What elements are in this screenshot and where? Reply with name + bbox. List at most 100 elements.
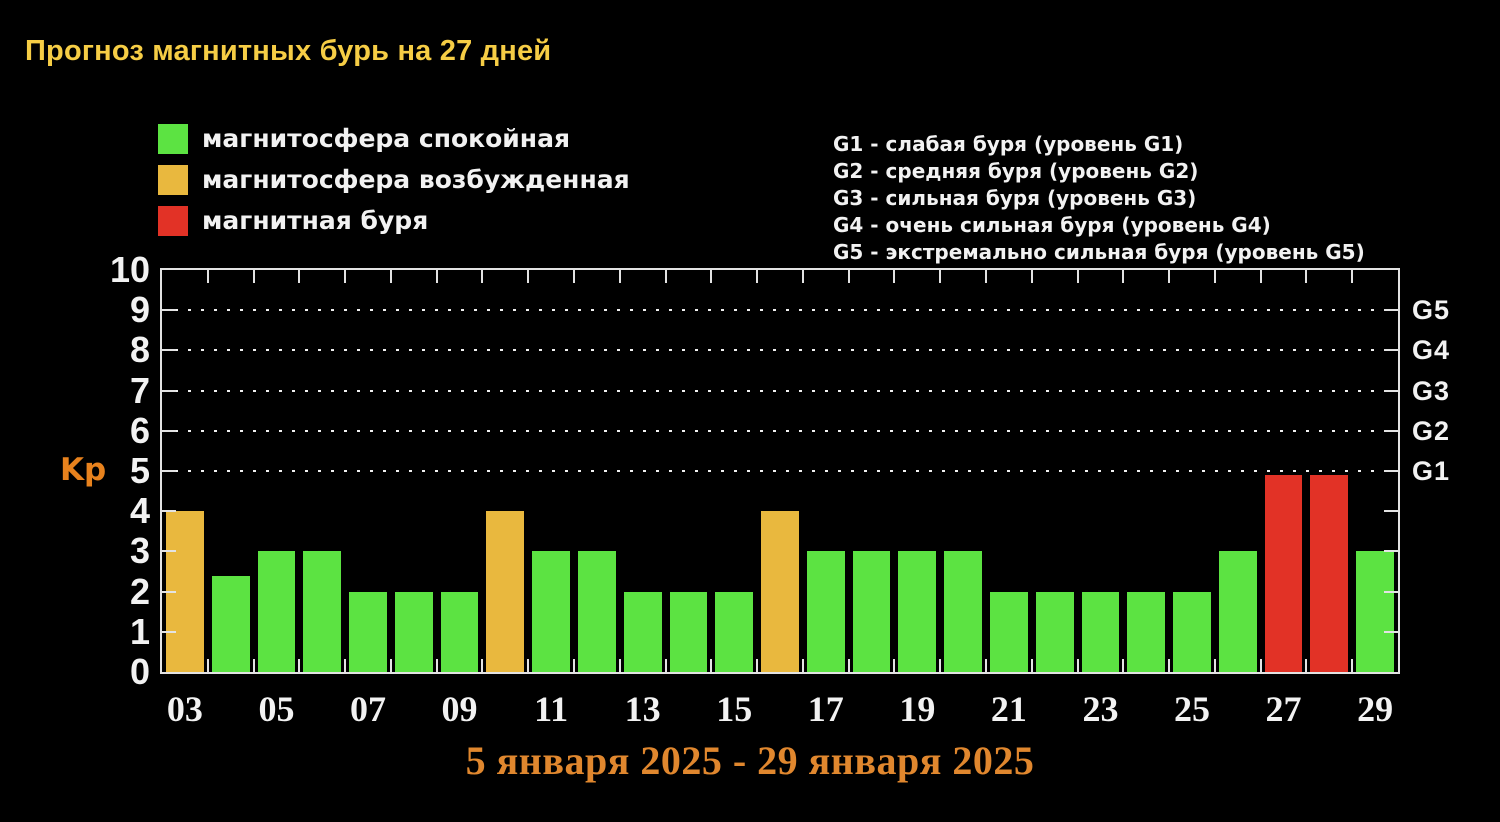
kp-bar-day-06 — [303, 551, 342, 672]
x-tick-bottom — [1122, 659, 1125, 672]
x-axis-label-27: 27 — [1265, 689, 1302, 729]
x-tick-top — [1168, 270, 1171, 283]
x-axis-label-25: 25 — [1174, 689, 1210, 729]
x-tick-top — [1213, 270, 1216, 283]
x-tick-bottom — [206, 659, 209, 672]
x-axis-label-17: 17 — [807, 689, 844, 729]
x-tick-top — [573, 270, 575, 283]
kp-bar-day-16 — [761, 511, 799, 672]
kp-bar-day-11 — [532, 551, 570, 672]
x-tick-top — [1259, 270, 1262, 283]
x-tick-bottom — [481, 659, 484, 672]
y-tick-left — [162, 510, 176, 513]
kp-bar-day-20 — [944, 551, 982, 672]
y-tick-left — [162, 470, 176, 472]
y-axis-label-6: 6 — [129, 409, 150, 451]
y-axis-label-7: 7 — [129, 369, 150, 411]
x-tick-bottom — [298, 659, 301, 672]
x-tick-top — [985, 270, 987, 283]
kp-bar-day-04 — [211, 576, 250, 672]
kp-axis-title: Kp — [60, 452, 107, 488]
x-tick-bottom — [939, 659, 942, 672]
legend-label: магнитная буря — [202, 206, 429, 235]
grid-line-kp6 — [162, 429, 1398, 432]
x-axis-label-23: 23 — [1082, 689, 1119, 729]
x-tick-bottom — [1030, 659, 1033, 672]
x-tick-bottom — [1351, 659, 1354, 672]
y-tick-right — [1384, 550, 1398, 553]
y-tick-left — [162, 550, 176, 553]
x-tick-bottom — [252, 659, 255, 672]
y-axis-label-5: 5 — [129, 450, 150, 491]
grid-line-kp8 — [162, 349, 1398, 352]
x-tick-bottom — [985, 659, 987, 672]
kp-bar-day-29 — [1356, 551, 1394, 672]
grid-line-kp9 — [162, 309, 1398, 312]
x-axis-label-11: 11 — [534, 689, 569, 729]
x-tick-bottom — [893, 659, 896, 672]
x-tick-bottom — [710, 659, 713, 672]
x-tick-top — [1030, 270, 1033, 283]
x-tick-top — [344, 270, 347, 283]
x-tick-bottom — [1305, 659, 1308, 672]
x-tick-top — [206, 270, 209, 283]
legend-label: магнитосфера спокойная — [202, 124, 570, 153]
x-tick-top — [389, 270, 392, 283]
x-tick-bottom — [1213, 659, 1216, 672]
kp-bar-day-17 — [806, 551, 845, 672]
kp-bar-day-19 — [898, 551, 937, 672]
g-level-label-G5: G5 — [1412, 295, 1451, 326]
kp-bar-day-12 — [578, 551, 616, 672]
storm-scale-info: G1 - слабая буря (уровень G1) G2 - средня… — [833, 131, 1365, 266]
x-axis-label-05: 05 — [258, 689, 295, 729]
x-axis-label-09: 09 — [441, 689, 478, 729]
g-level-label-G2: G2 — [1412, 415, 1451, 446]
x-tick-top — [801, 270, 804, 283]
g-level-label-G1: G1 — [1412, 456, 1451, 486]
legend-label: магнитосфера возбужденная — [202, 165, 630, 194]
x-tick-bottom — [435, 659, 438, 672]
y-axis-label-10: 10 — [109, 249, 150, 290]
y-axis-label-1: 1 — [129, 610, 150, 652]
x-tick-bottom — [1168, 659, 1171, 672]
kp-bar-day-27 — [1264, 475, 1303, 672]
date-range-label: 5 января 2025 - 29 января 2025 — [465, 738, 1035, 783]
x-tick-top — [1305, 270, 1308, 283]
x-tick-top — [252, 270, 255, 283]
g-level-label-G4: G4 — [1412, 335, 1451, 366]
y-axis-label-9: 9 — [129, 289, 150, 331]
grid-line-kp7 — [162, 389, 1398, 392]
x-axis-label-21: 21 — [990, 689, 1027, 729]
x-tick-top — [664, 270, 667, 283]
x-tick-top — [1351, 270, 1354, 283]
storm-scale-line: G1 - слабая буря (уровень G1) — [833, 132, 1184, 156]
x-axis-label-15: 15 — [716, 689, 753, 729]
x-axis-label-13: 13 — [624, 689, 661, 729]
x-tick-bottom — [847, 659, 850, 672]
storm-scale-line: G5 - экстремально сильная буря (уровень … — [833, 240, 1365, 264]
y-tick-right — [1384, 429, 1398, 432]
x-axis-label-29: 29 — [1357, 689, 1394, 729]
x-tick-bottom — [801, 659, 804, 672]
page-title: Прогноз магнитных бурь на 27 дней — [25, 35, 552, 67]
x-tick-top — [710, 270, 713, 283]
x-tick-top — [939, 270, 942, 283]
x-tick-top — [527, 270, 530, 283]
y-axis-label-0: 0 — [129, 651, 150, 692]
kp-bar-day-18 — [852, 551, 891, 672]
legend-item: магнитосфера возбужденная — [158, 165, 630, 195]
y-tick-right — [1384, 590, 1398, 593]
storm-scale-line: G2 - средняя буря (уровень G2) — [833, 159, 1199, 183]
x-tick-top — [481, 270, 484, 283]
x-tick-top — [435, 270, 438, 283]
kp-bar-day-28 — [1310, 475, 1349, 672]
kp-bar-day-14 — [669, 592, 708, 672]
kp-bar-day-23 — [1081, 592, 1120, 672]
x-tick-bottom — [756, 659, 759, 672]
kp-bar-day-05 — [257, 551, 296, 672]
legend-swatch-storm — [158, 206, 188, 236]
kp-bar-day-24 — [1127, 592, 1166, 672]
x-tick-bottom — [344, 659, 347, 672]
kp-bar-day-07 — [349, 592, 387, 672]
